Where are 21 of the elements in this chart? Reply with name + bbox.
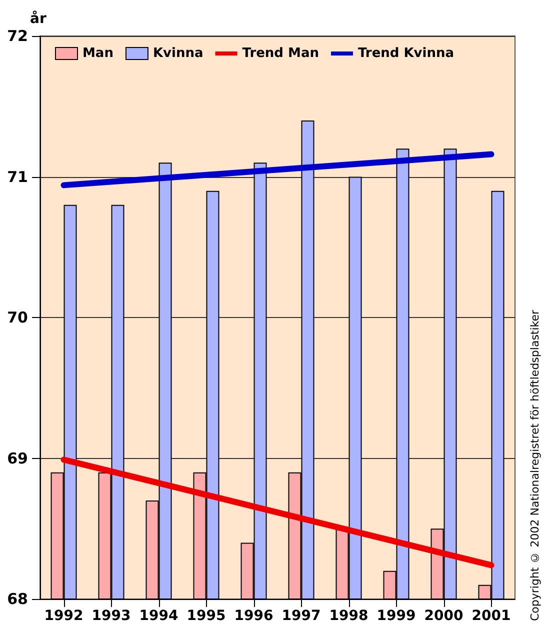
y-tick-label: 69 (7, 449, 28, 468)
x-tick-label: 1999 (376, 608, 416, 624)
text: Copyright © 2002 Nationalregistret för höftledsplastiker (528, 309, 542, 621)
x-tick-label: 1992 (44, 608, 84, 624)
y-tick-label: 71 (7, 168, 28, 186)
y-tick-label: 70 (7, 308, 28, 326)
legend-label: Trend Kvinna (358, 46, 454, 61)
x-tick-label: 1994 (139, 608, 178, 624)
x-tick-label: 1997 (282, 608, 321, 624)
legend-label: Man (82, 46, 114, 61)
x-tick-label: 2000 (424, 608, 464, 624)
y-tick-label: 68 (7, 590, 28, 608)
x-tick-label: 1996 (234, 608, 274, 624)
y-axis-title: år (30, 10, 46, 27)
x-tick-label: 1998 (329, 608, 368, 624)
x-tick-label: 1995 (186, 608, 226, 624)
legend-label: Trend Man (242, 46, 319, 61)
x-tick-label: 2001 (472, 608, 511, 624)
legend-label: Kvinna (152, 46, 204, 61)
y-tick-label: 72 (7, 27, 28, 45)
x-tick-label: 1993 (92, 608, 131, 624)
